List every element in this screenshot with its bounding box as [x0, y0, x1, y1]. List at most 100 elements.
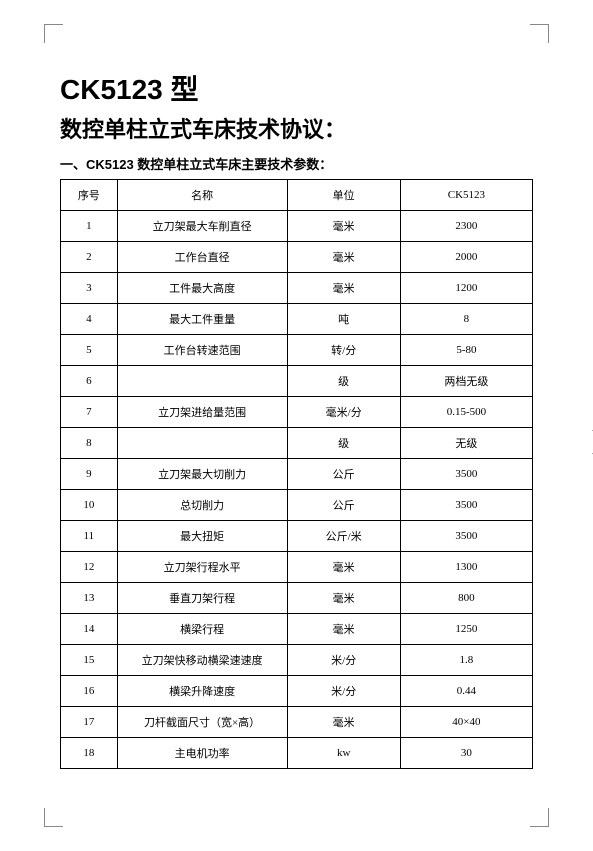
cell-idx: 4 [61, 304, 118, 335]
table-row: 5工作台转速范围转/分5-80 [61, 335, 533, 366]
table-row: 7立刀架进给量范围毫米/分0.15-500 [61, 397, 533, 428]
section-heading: 一、CK5123 数控单柱立式车床主要技术参数： [60, 154, 533, 173]
table-header-row: 序号 名称 单位 CK5123 [61, 180, 533, 211]
table-row: 3工件最大高度毫米1200 [61, 273, 533, 304]
cell-unit: 毫米 [287, 583, 400, 614]
table-row: 8 级无级 [61, 428, 533, 459]
cell-unit: 毫米/分 [287, 397, 400, 428]
cell-val: 2000 [400, 242, 532, 273]
cell-idx: 10 [61, 490, 118, 521]
cell-idx: 1 [61, 211, 118, 242]
table-row: 15立刀架快移动横梁速速度米/分1.8 [61, 645, 533, 676]
document-page: + CK5123 型 数控单柱立式车床技术协议： 一、CK5123 数控单柱立式… [0, 0, 593, 851]
cell-val: 40×40 [400, 707, 532, 738]
cell-name: 立刀架快移动横梁速速度 [117, 645, 287, 676]
table-row: 17刀杆截面尺寸（宽×高）毫米40×40 [61, 707, 533, 738]
document-title-line2: 数控单柱立式车床技术协议： [60, 112, 533, 144]
cell-idx: 7 [61, 397, 118, 428]
cell-name: 横梁行程 [117, 614, 287, 645]
crop-mark-bl [44, 808, 63, 827]
cell-unit: 米/分 [287, 676, 400, 707]
header-unit: 单位 [287, 180, 400, 211]
cell-val: 5-80 [400, 335, 532, 366]
parameters-table: 序号 名称 单位 CK5123 1立刀架最大车削直径毫米23002工作台直径毫米… [60, 179, 533, 769]
cell-unit: 公斤 [287, 459, 400, 490]
table-row: 18主电机功率kw30 [61, 738, 533, 769]
cell-val: 无级 [400, 428, 532, 459]
cell-unit: kw [287, 738, 400, 769]
cell-name [117, 366, 287, 397]
cell-idx: 17 [61, 707, 118, 738]
crop-mark-br [530, 808, 549, 827]
table-row: 12立刀架行程水平毫米1300 [61, 552, 533, 583]
table-row: 16横梁升降速度米/分0.44 [61, 676, 533, 707]
cell-idx: 9 [61, 459, 118, 490]
table-row: 14横梁行程毫米1250 [61, 614, 533, 645]
header-val: CK5123 [400, 180, 532, 211]
cell-name: 横梁升降速度 [117, 676, 287, 707]
cell-name: 刀杆截面尺寸（宽×高） [117, 707, 287, 738]
cell-idx: 14 [61, 614, 118, 645]
cell-val: 3500 [400, 459, 532, 490]
cell-val: 两档无级 [400, 366, 532, 397]
cell-val: 2300 [400, 211, 532, 242]
cell-name: 最大工件重量 [117, 304, 287, 335]
cell-val: 0.15-500 [400, 397, 532, 428]
table-row: 2工作台直径毫米2000 [61, 242, 533, 273]
cell-val: 8 [400, 304, 532, 335]
cell-idx: 5 [61, 335, 118, 366]
cell-val: 1250 [400, 614, 532, 645]
cell-idx: 13 [61, 583, 118, 614]
header-idx: 序号 [61, 180, 118, 211]
cell-idx: 15 [61, 645, 118, 676]
cell-name: 最大扭矩 [117, 521, 287, 552]
cell-idx: 6 [61, 366, 118, 397]
cell-idx: 8 [61, 428, 118, 459]
cell-unit: 级 [287, 428, 400, 459]
cell-name: 总切削力 [117, 490, 287, 521]
cell-name: 工件最大高度 [117, 273, 287, 304]
cell-unit: 公斤 [287, 490, 400, 521]
table-row: 13垂直刀架行程毫米800 [61, 583, 533, 614]
cell-name: 立刀架最大切削力 [117, 459, 287, 490]
cell-name: 垂直刀架行程 [117, 583, 287, 614]
cell-unit: 毫米 [287, 273, 400, 304]
cell-idx: 18 [61, 738, 118, 769]
cell-name: 立刀架最大车削直径 [117, 211, 287, 242]
table-row: 10总切削力公斤3500 [61, 490, 533, 521]
cell-val: 1300 [400, 552, 532, 583]
cell-val: 0.44 [400, 676, 532, 707]
cell-unit: 米/分 [287, 645, 400, 676]
cell-name: 工作台直径 [117, 242, 287, 273]
cell-idx: 11 [61, 521, 118, 552]
cell-unit: 毫米 [287, 242, 400, 273]
cell-val: 800 [400, 583, 532, 614]
table-row: 4最大工件重量吨8 [61, 304, 533, 335]
crop-mark-tl [44, 24, 63, 43]
cell-val: 1.8 [400, 645, 532, 676]
cell-unit: 毫米 [287, 707, 400, 738]
cell-name: 立刀架行程水平 [117, 552, 287, 583]
cell-idx: 16 [61, 676, 118, 707]
header-name: 名称 [117, 180, 287, 211]
cell-unit: 毫米 [287, 552, 400, 583]
cell-idx: 12 [61, 552, 118, 583]
table-body: 1立刀架最大车削直径毫米23002工作台直径毫米20003工件最大高度毫米120… [61, 211, 533, 769]
cell-unit: 转/分 [287, 335, 400, 366]
table-row: 9立刀架最大切削力公斤3500 [61, 459, 533, 490]
cell-unit: 公斤/米 [287, 521, 400, 552]
cell-val: 3500 [400, 490, 532, 521]
table-row: 6 级两档无级 [61, 366, 533, 397]
cell-val: 1200 [400, 273, 532, 304]
cell-idx: 2 [61, 242, 118, 273]
cell-unit: 吨 [287, 304, 400, 335]
cell-name: 立刀架进给量范围 [117, 397, 287, 428]
cell-name [117, 428, 287, 459]
cell-name: 工作台转速范围 [117, 335, 287, 366]
cell-unit: 级 [287, 366, 400, 397]
table-row: 11最大扭矩公斤/米3500 [61, 521, 533, 552]
cell-unit: 毫米 [287, 614, 400, 645]
cell-val: 3500 [400, 521, 532, 552]
document-title-line1: CK5123 型 [60, 68, 533, 108]
cell-idx: 3 [61, 273, 118, 304]
